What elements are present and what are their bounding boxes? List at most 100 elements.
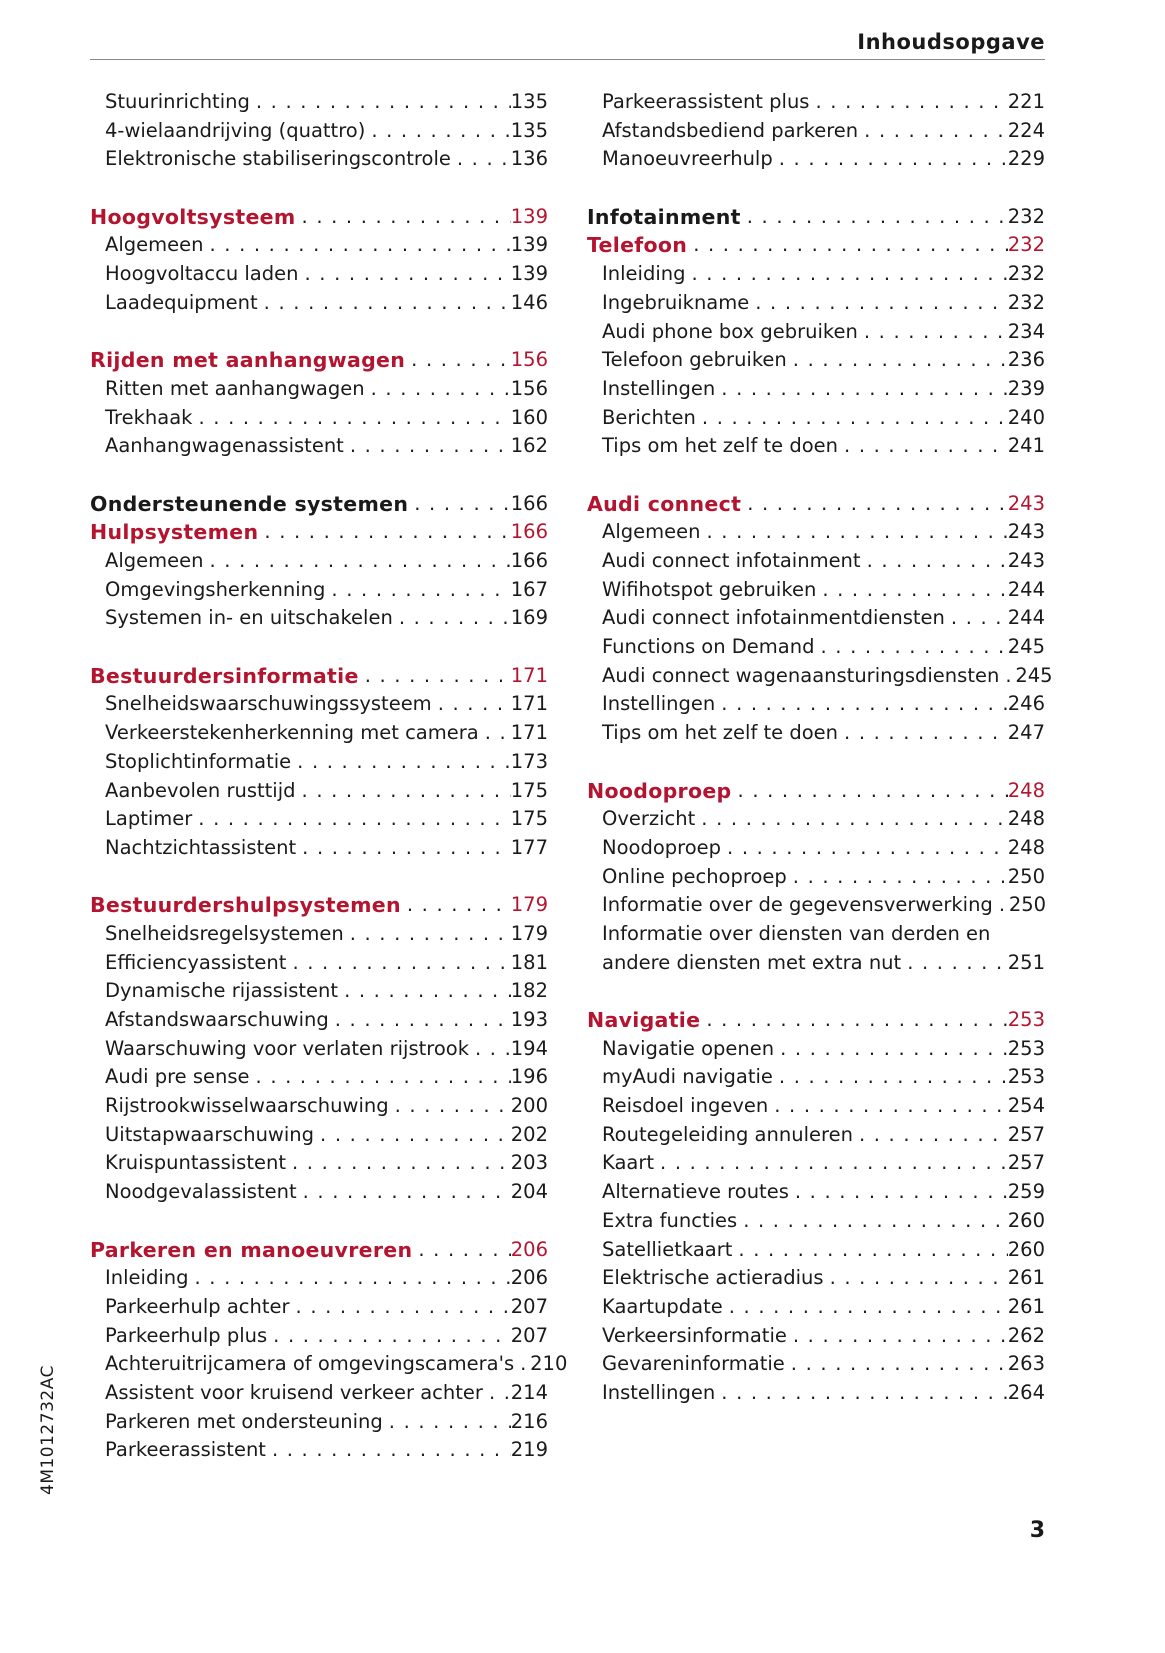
toc-entry[interactable]: Instellingen 264: [587, 1379, 1045, 1408]
toc-section-heading[interactable]: Bestuurdershulpsystemen 179: [90, 891, 548, 920]
toc-entry[interactable]: Hoogvoltaccu laden 139: [90, 260, 548, 289]
toc-entry[interactable]: Satellietkaart 260: [587, 1236, 1045, 1265]
toc-entry[interactable]: Extra functies 260: [587, 1207, 1045, 1236]
toc-entry[interactable]: Audi pre sense 196: [90, 1063, 548, 1092]
dot-leader: [192, 404, 510, 433]
toc-section-heading[interactable]: Telefoon 232: [587, 231, 1045, 260]
toc-section-heading[interactable]: Hulpsystemen 166: [90, 518, 548, 547]
toc-entry[interactable]: Verkeerstekenherkenning met camera 171: [90, 719, 548, 748]
toc-entry[interactable]: Achteruitrijcamera of omgevingscamera's 2…: [90, 1350, 567, 1379]
toc-entry[interactable]: Inleiding 206: [90, 1264, 548, 1293]
toc-entry[interactable]: Kruispuntassistent 203: [90, 1149, 548, 1178]
toc-entry[interactable]: Omgevingsherkenning 167: [90, 576, 548, 605]
toc-entry[interactable]: myAudi navigatie 253: [587, 1063, 1045, 1092]
toc-section-heading[interactable]: Parkeren en manoeuvreren 206: [90, 1236, 548, 1265]
toc-section-heading[interactable]: Hoogvoltsysteem 139: [90, 203, 548, 232]
toc-entry[interactable]: Elektronische stabiliseringscontrole 136: [90, 145, 548, 174]
toc-entry[interactable]: Assistent voor kruisend verkeer achter 21…: [90, 1379, 548, 1408]
toc-entry[interactable]: Aanhangwagenassistent 162: [90, 432, 548, 461]
toc-entry[interactable]: Ritten met aanhangwagen 156: [90, 375, 548, 404]
toc-entry[interactable]: Elektrische actieradius 261: [587, 1264, 1045, 1293]
toc-entry[interactable]: Kaart 257: [587, 1149, 1045, 1178]
toc-entry[interactable]: Routegeleiding annuleren 257: [587, 1121, 1045, 1150]
toc-entry[interactable]: Parkeren met ondersteuning 216: [90, 1408, 548, 1437]
toc-entry-title: Inleiding: [105, 1266, 189, 1290]
toc-entry[interactable]: Laptimer 175: [90, 805, 548, 834]
dot-leader: [768, 1092, 1008, 1121]
toc-entry[interactable]: Parkeerhulp plus 207: [90, 1322, 548, 1351]
toc-entry[interactable]: Nachtzichtassistent 177: [90, 834, 548, 863]
toc-entry[interactable]: Ingebruikname 232: [587, 289, 1045, 318]
toc-entry[interactable]: Audi connect infotainmentdiensten 244: [587, 604, 1045, 633]
dot-leader: [296, 834, 511, 863]
toc-entry[interactable]: Efficiencyassistent 181: [90, 949, 548, 978]
toc-section-heading[interactable]: Navigatie 253: [587, 1006, 1045, 1035]
toc-entry[interactable]: Noodgevalassistent 204: [90, 1178, 548, 1207]
toc-entry[interactable]: Waarschuwing voor verlaten rijstrook 194: [90, 1035, 548, 1064]
toc-entry[interactable]: Functions on Demand 245: [587, 633, 1045, 662]
toc-entry[interactable]: Online pechoproep 250: [587, 863, 1045, 892]
toc-entry[interactable]: 4-wielaandrijving (quattro) 135: [90, 117, 548, 146]
toc-section-heading[interactable]: Infotainment 232: [587, 203, 1045, 232]
toc-entry[interactable]: Reisdoel ingeven 254: [587, 1092, 1045, 1121]
toc-section-heading[interactable]: Rijden met aanhangwagen 156: [90, 346, 548, 375]
toc-entry[interactable]: Informatie over diensten van derden en: [587, 920, 1045, 949]
toc-page-number: 248: [1007, 835, 1045, 859]
toc-entry-title: Berichten: [602, 405, 696, 429]
toc-entry[interactable]: Stuurinrichting 135: [90, 88, 548, 117]
toc-entry[interactable]: Rijstrookwisselwaarschuwing 200: [90, 1092, 548, 1121]
toc-entry[interactable]: Overzicht 248: [587, 805, 1045, 834]
toc-entry[interactable]: Berichten 240: [587, 404, 1045, 433]
toc-entry[interactable]: Manoeuvreerhulp 229: [587, 145, 1045, 174]
toc-entry[interactable]: Afstandsbediend parkeren 224: [587, 117, 1045, 146]
toc-entry[interactable]: Gevareninformatie 263: [587, 1350, 1045, 1379]
toc-entry[interactable]: Trekhaak 160: [90, 404, 548, 433]
toc-entry[interactable]: Dynamische rijassistent 182: [90, 977, 548, 1006]
toc-entry[interactable]: Informatie over de gegevensverwerking 250: [587, 891, 1046, 920]
toc-entry-title: Parkeerassistent: [105, 1438, 266, 1462]
toc-entry[interactable]: Tips om het zelf te doen 247: [587, 719, 1045, 748]
toc-entry[interactable]: Systemen in- en uitschakelen 169: [90, 604, 548, 633]
toc-entry[interactable]: Aanbevolen rusttijd 175: [90, 777, 548, 806]
toc-entry-title: Elektrische actieradius: [602, 1266, 824, 1290]
toc-entry[interactable]: Uitstapwaarschuwing 202: [90, 1121, 548, 1150]
toc-entry[interactable]: Algemeen 166: [90, 547, 548, 576]
toc-entry-title: Kruispuntassistent: [105, 1151, 286, 1175]
toc-page-number: [1009, 920, 1045, 949]
toc-entry[interactable]: Laadequipment 146: [90, 289, 548, 318]
toc-entry[interactable]: Instellingen 246: [587, 690, 1045, 719]
toc-entry[interactable]: Telefoon gebruiken 236: [587, 346, 1045, 375]
toc-section-heading[interactable]: Bestuurdersinformatie 171: [90, 662, 548, 691]
toc-entry[interactable]: Wifihotspot gebruiken 244: [587, 576, 1045, 605]
toc-entry-title: Achteruitrijcamera of omgevingscamera's: [105, 1352, 515, 1376]
toc-entry[interactable]: Audi connect infotainment 243: [587, 547, 1045, 576]
toc-entry[interactable]: Algemeen 243: [587, 518, 1045, 547]
toc-entry[interactable]: Noodoproep 248: [587, 834, 1045, 863]
toc-entry[interactable]: Parkeerassistent 219: [90, 1436, 548, 1465]
toc-entry[interactable]: Navigatie openen 253: [587, 1035, 1045, 1064]
toc-entry[interactable]: andere diensten met extra nut 251: [587, 949, 1045, 978]
dot-leader: [296, 203, 511, 232]
toc-entry[interactable]: Parkeerassistent plus 221: [587, 88, 1045, 117]
toc-entry[interactable]: Snelheidswaarschuwingssysteem 171: [90, 690, 548, 719]
toc-entry[interactable]: Alternatieve routes 259: [587, 1178, 1045, 1207]
toc-entry[interactable]: Snelheidsregelsystemen 179: [90, 920, 548, 949]
dot-leader: [203, 547, 510, 576]
toc-entry[interactable]: Tips om het zelf te doen 241: [587, 432, 1045, 461]
toc-section-heading[interactable]: Audi connect 243: [587, 490, 1045, 519]
toc-entry[interactable]: Audi phone box gebruiken 234: [587, 318, 1045, 347]
toc-entry[interactable]: Inleiding 232: [587, 260, 1045, 289]
toc-page-number: 181: [510, 950, 548, 974]
dot-leader: [787, 1322, 1008, 1351]
toc-entry[interactable]: Audi connect wagenaansturingsdiensten 245: [587, 662, 1053, 691]
toc-entry[interactable]: Afstandswaarschuwing 193: [90, 1006, 548, 1035]
toc-section-heading[interactable]: Noodoproep 248: [587, 777, 1045, 806]
toc-entry[interactable]: Algemeen 139: [90, 231, 548, 260]
toc-section-heading[interactable]: Ondersteunende systemen 166: [90, 490, 548, 519]
toc-entry[interactable]: Parkeerhulp achter 207: [90, 1293, 548, 1322]
toc-entry[interactable]: Kaartupdate 261: [587, 1293, 1045, 1322]
toc-entry[interactable]: Verkeersinformatie 262: [587, 1322, 1045, 1351]
dot-leader: [945, 604, 1008, 633]
toc-entry[interactable]: Stoplichtinformatie 173: [90, 748, 548, 777]
toc-entry[interactable]: Instellingen 239: [587, 375, 1045, 404]
